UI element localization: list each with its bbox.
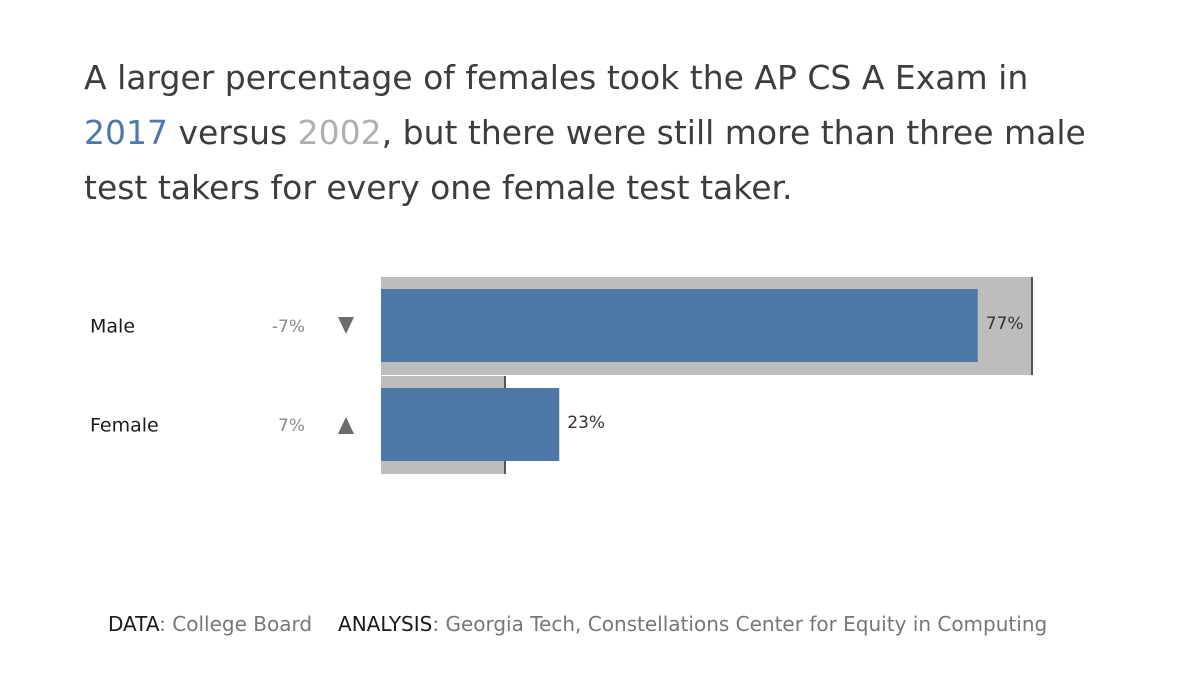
value-label-female: 23% bbox=[567, 413, 605, 433]
footer-analysis-value: : Georgia Tech, Constellations Center fo… bbox=[432, 612, 1048, 636]
change-label-male: -7% bbox=[272, 317, 305, 337]
chart-title: A larger percentage of females took the … bbox=[84, 50, 1144, 215]
title-part-2: versus bbox=[167, 113, 298, 152]
category-label-male: Male bbox=[90, 316, 135, 338]
bar-2017-female bbox=[381, 388, 560, 461]
footer-analysis-key: ANALYSIS bbox=[338, 612, 433, 636]
title-part-3: , but there were still more than three m… bbox=[84, 113, 1086, 207]
arrow-up-icon bbox=[338, 417, 354, 434]
title-year-2017: 2017 bbox=[84, 113, 168, 152]
bar-2017-male bbox=[381, 289, 978, 362]
category-label-female: Female bbox=[90, 415, 159, 437]
change-label-female: 7% bbox=[278, 416, 305, 436]
title-part-1: A larger percentage of females took the … bbox=[84, 58, 1029, 97]
footer-data-value: : College Board bbox=[159, 612, 313, 636]
footer-credits: DATA: College Board ANALYSIS: Georgia Tec… bbox=[108, 612, 1047, 636]
arrow-down-icon bbox=[338, 317, 354, 334]
title-year-2002: 2002 bbox=[297, 113, 382, 152]
value-label-male: 77% bbox=[986, 314, 1024, 334]
footer-data-key: DATA bbox=[108, 612, 160, 636]
